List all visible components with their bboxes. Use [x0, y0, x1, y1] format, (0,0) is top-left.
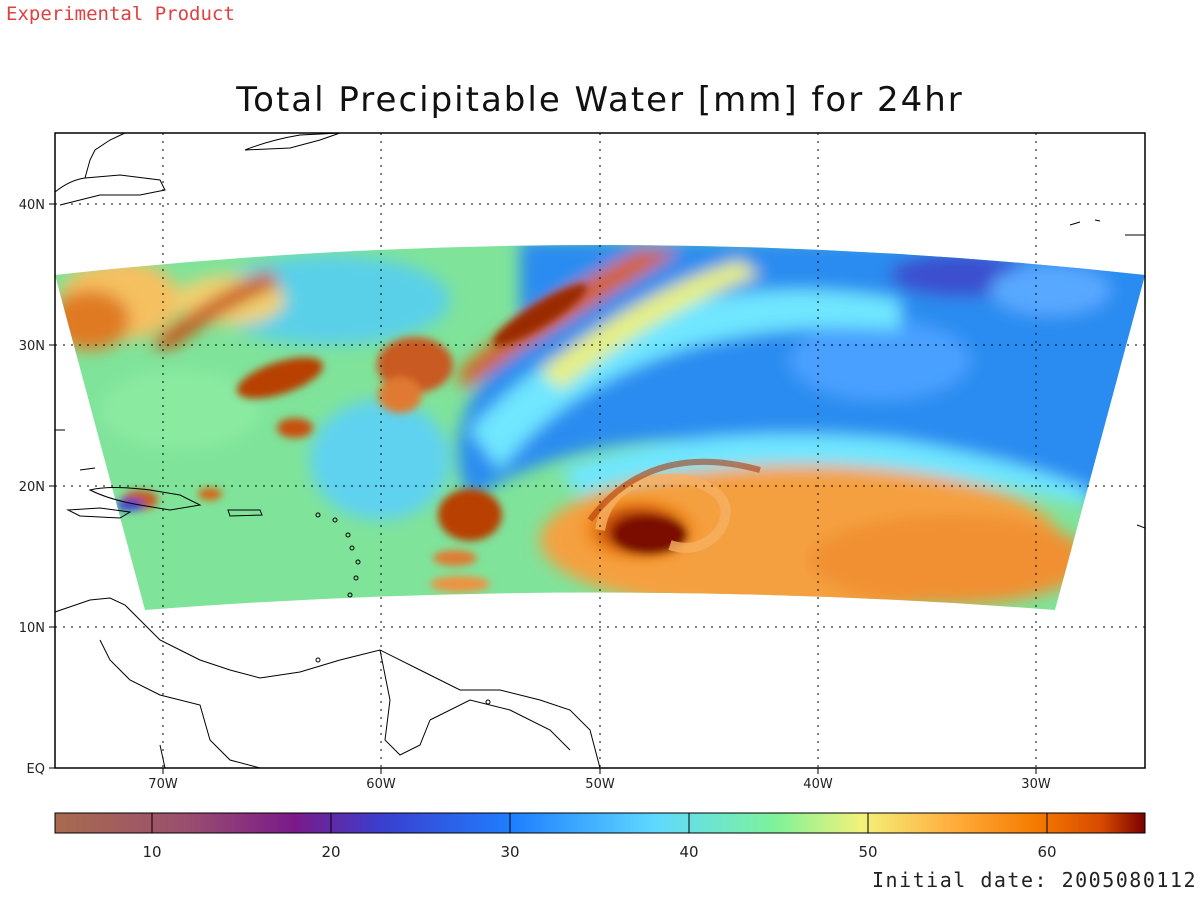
- lat-label-eq: EQ: [27, 762, 45, 777]
- graticule: [55, 133, 1145, 768]
- lat-label-30n: 30N: [19, 339, 45, 354]
- lat-label-40n: 40N: [19, 198, 45, 213]
- colorbar-label-40: 40: [679, 843, 698, 861]
- map-title: Total Precipitable Water [mm] for 24hr: [236, 80, 964, 120]
- lon-label-70w: 70W: [148, 777, 178, 792]
- initial-date: Initial date: 2005080112: [872, 868, 1197, 892]
- lat-label-20n: 20N: [19, 480, 45, 495]
- axis-ticks: [49, 203, 1037, 774]
- tpw-swath: [55, 245, 1145, 610]
- lon-label-40w: 40W: [803, 777, 833, 792]
- coastlines: [54, 132, 1146, 769]
- colorbar: [54, 812, 1146, 834]
- lon-label-30w: 30W: [1021, 777, 1051, 792]
- lon-label-50w: 50W: [585, 777, 615, 792]
- colorbar-label-50: 50: [858, 843, 877, 861]
- island-arc: [315, 512, 491, 705]
- colorbar-label-60: 60: [1037, 843, 1056, 861]
- colorbar-label-10: 10: [142, 843, 161, 861]
- lon-label-60w: 60W: [366, 777, 396, 792]
- colorbar-ticks: [151, 813, 1048, 833]
- lat-label-10n: 10N: [19, 621, 45, 636]
- experimental-product-label: Experimental Product: [6, 3, 235, 25]
- colorbar-label-30: 30: [500, 843, 519, 861]
- colorbar-label-20: 20: [321, 843, 340, 861]
